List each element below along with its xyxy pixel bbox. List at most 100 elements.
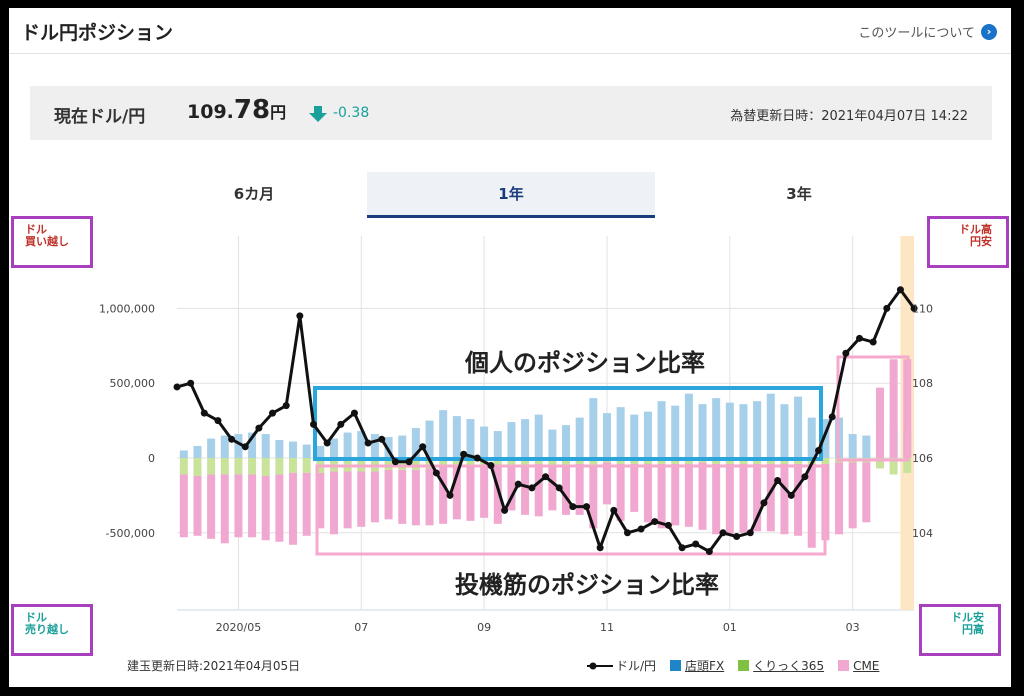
usdjpy-point	[405, 458, 413, 466]
left-axis-tick-label: 500,000	[110, 377, 156, 390]
bar-tenpo	[439, 410, 448, 458]
tab-3-years[interactable]: 3年	[786, 185, 812, 203]
bar-cme	[766, 463, 775, 532]
bar-cme	[398, 469, 407, 524]
annotation-individual: 個人のポジション比率	[464, 349, 705, 377]
left-axis-labels: 1,000,000 500,000 0 -500,000	[99, 302, 155, 539]
bar-cme	[357, 471, 366, 527]
usdjpy-point	[378, 435, 386, 443]
legend-cme[interactable]: CME	[838, 659, 879, 673]
bar-cme	[698, 462, 707, 530]
legend-tenpo[interactable]: 店頭FX	[670, 657, 724, 674]
bar-tenpo	[630, 414, 639, 458]
bar-cme	[207, 474, 216, 539]
x-axis-tick-label: 03	[846, 621, 860, 634]
usdjpy-point	[187, 379, 195, 387]
bar-kurikku	[220, 458, 229, 475]
bar-cme	[234, 474, 243, 538]
bar-cme	[220, 474, 229, 544]
bar-tenpo	[589, 398, 598, 458]
position-chart: 1,000,000 500,000 0 -500,000 110 108 106 104 2…	[99, 236, 933, 634]
square-icon	[838, 660, 850, 671]
bar-cme	[316, 472, 325, 529]
bar-kurikku	[248, 458, 257, 475]
bar-tenpo	[534, 414, 543, 458]
bar-cme	[712, 463, 721, 535]
usdjpy-point	[173, 383, 181, 391]
bar-tenpo	[343, 432, 352, 458]
x-axis-tick-label: 07	[354, 621, 368, 634]
bar-cme	[466, 466, 475, 521]
bar-tenpo	[193, 446, 202, 458]
bar-kurikku	[903, 458, 912, 473]
bar-kurikku	[398, 458, 407, 470]
tab-6-months[interactable]: 6カ月	[233, 185, 275, 203]
usdjpy-point	[596, 544, 604, 552]
header-divider	[9, 53, 1011, 54]
bar-tenpo	[398, 435, 407, 458]
down-arrow-icon	[309, 106, 327, 122]
line-marker-icon	[587, 662, 613, 669]
bar-cme	[684, 463, 693, 527]
about-tool-label: このツールについて	[858, 26, 975, 41]
bar-cme	[835, 462, 844, 535]
bar-cme	[739, 463, 748, 533]
bar-kurikku	[384, 458, 393, 470]
tab-1-year[interactable]: 1年	[367, 172, 655, 218]
usdjpy-point	[637, 525, 645, 533]
positions-updated-time: 建玉更新日時:2021年04月05日	[127, 659, 301, 673]
bar-cme	[248, 474, 257, 538]
bar-kurikku	[193, 458, 202, 476]
legend-kurikku-label: くりっく365	[753, 659, 825, 673]
usdjpy-point	[555, 484, 563, 492]
bar-tenpo	[316, 446, 325, 458]
bar-tenpo	[411, 428, 420, 458]
bar-tenpo	[493, 431, 502, 458]
corner-dollar-weak-line1: ドル安	[951, 611, 984, 624]
corner-dollar-strong-line1: ドル高	[959, 223, 992, 236]
bar-kurikku	[234, 458, 243, 475]
usdjpy-point	[337, 420, 345, 428]
bar-tenpo	[562, 425, 571, 458]
bar-kurikku	[589, 458, 598, 466]
annotation-speculators: 投機筋のポジション比率	[455, 571, 719, 599]
bar-kurikku	[452, 458, 461, 467]
usdjpy-point	[310, 420, 317, 428]
usdjpy-point	[842, 349, 850, 357]
bar-tenpo	[384, 437, 393, 458]
usdjpy-point	[787, 491, 795, 499]
usdjpy-point	[241, 443, 249, 451]
bar-tenpo	[521, 419, 530, 458]
right-axis-tick-label: 108	[912, 377, 933, 390]
bar-tenpo	[507, 422, 516, 458]
usdjpy-point	[705, 548, 713, 555]
x-axis-tick-label: 01	[723, 621, 737, 634]
bar-cme	[616, 463, 625, 521]
right-axis-labels: 110 108 106 104	[912, 302, 933, 539]
current-rate-label: 現在ドル/円	[54, 107, 146, 127]
about-tool-link[interactable]: このツールについて ›	[858, 22, 997, 41]
corner-dollar-long-line2: 買い越し	[25, 235, 69, 248]
bar-cme	[302, 472, 311, 536]
bar-tenpo	[739, 404, 748, 458]
bar-tenpo	[575, 417, 584, 458]
bar-tenpo	[712, 398, 721, 458]
bar-cme	[534, 463, 543, 517]
right-axis-tick-label: 106	[912, 452, 933, 465]
usdjpy-point	[432, 469, 440, 477]
current-rate-box: 現在ドル/円 109.78円 -0.38 為替更新日時：2021年04月07日 …	[30, 86, 992, 140]
legend-usdjpy[interactable]: ドル/円	[587, 657, 656, 674]
usdjpy-point	[856, 334, 863, 342]
bar-kurikku	[207, 458, 216, 475]
bar-cme	[794, 463, 803, 536]
bar-kurikku	[425, 458, 434, 469]
bar-tenpo	[466, 419, 475, 458]
usdjpy-point	[583, 503, 590, 511]
bar-tenpo	[684, 393, 693, 458]
legend-kurikku[interactable]: くりっく365	[738, 657, 824, 674]
bar-kurikku	[466, 458, 475, 467]
bar-tenpo	[275, 440, 284, 458]
bar-kurikku	[275, 458, 284, 475]
bar-cme	[425, 468, 434, 526]
bar-cme	[589, 465, 598, 529]
